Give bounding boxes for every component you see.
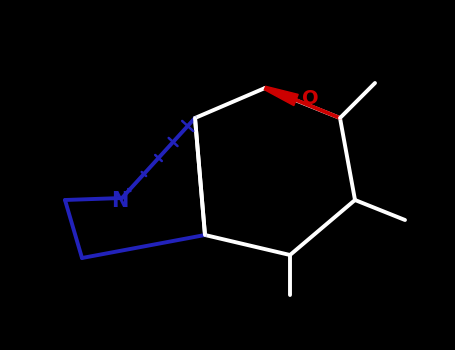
Polygon shape bbox=[264, 86, 298, 106]
Text: N: N bbox=[111, 191, 129, 211]
Text: O: O bbox=[302, 90, 318, 108]
